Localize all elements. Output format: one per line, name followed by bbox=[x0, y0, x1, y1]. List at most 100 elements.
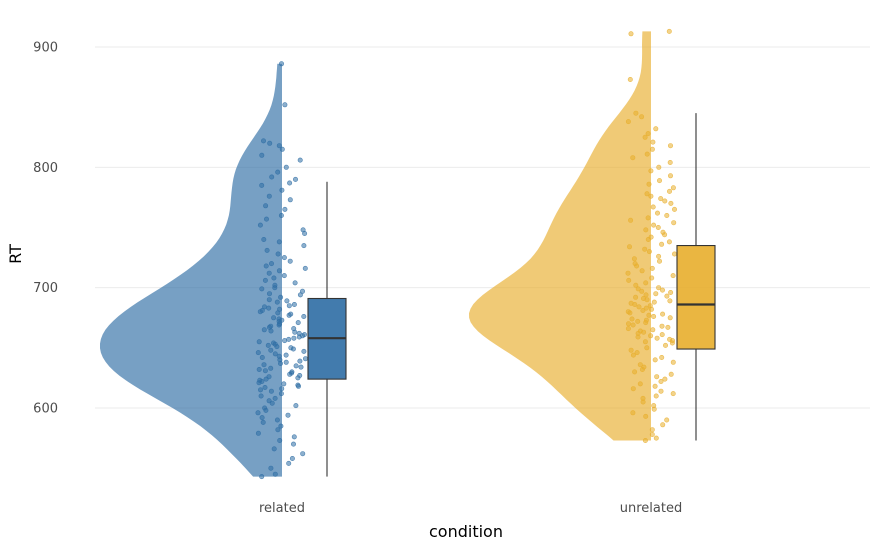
rain-point-unrelated bbox=[646, 249, 652, 255]
rain-point-unrelated bbox=[671, 251, 677, 257]
rain-point-related bbox=[283, 164, 289, 170]
rain-point-related bbox=[291, 301, 297, 307]
rain-point-unrelated bbox=[652, 357, 658, 363]
rain-point-unrelated bbox=[658, 196, 664, 202]
rain-point-unrelated bbox=[630, 322, 636, 328]
rain-point-unrelated bbox=[667, 298, 673, 304]
rain-point-unrelated bbox=[643, 292, 649, 298]
x-axis-ticks: related unrelated bbox=[259, 501, 682, 516]
rain-point-related bbox=[265, 342, 271, 348]
rain-point-unrelated bbox=[653, 393, 659, 399]
rain-point-unrelated bbox=[640, 307, 646, 313]
rain-point-unrelated bbox=[666, 239, 672, 245]
rain-point-unrelated bbox=[625, 270, 631, 276]
rain-point-unrelated bbox=[669, 340, 675, 346]
rain-point-unrelated bbox=[649, 427, 655, 433]
rain-point-related bbox=[255, 350, 261, 356]
rain-point-unrelated bbox=[644, 345, 650, 351]
y-tick-label-800: 800 bbox=[33, 161, 58, 176]
density-cloud-unrelated bbox=[469, 31, 651, 441]
rain-point-related bbox=[287, 371, 293, 377]
rain-point-unrelated bbox=[654, 210, 660, 216]
rain-point-related bbox=[287, 180, 293, 186]
rain-point-unrelated bbox=[656, 164, 662, 170]
rain-point-unrelated bbox=[650, 204, 656, 210]
rain-point-unrelated bbox=[670, 273, 676, 279]
rain-point-related bbox=[257, 387, 263, 393]
rain-point-unrelated bbox=[640, 399, 646, 405]
y-axis-title: RT bbox=[6, 244, 25, 264]
rain-point-unrelated bbox=[639, 288, 645, 294]
rain-point-unrelated bbox=[664, 293, 670, 299]
rain-point-unrelated bbox=[650, 327, 656, 333]
rain-point-related bbox=[256, 339, 262, 345]
rain-point-related bbox=[281, 273, 287, 279]
rain-point-related bbox=[297, 157, 303, 163]
rain-point-related bbox=[274, 299, 280, 305]
rain-point-related bbox=[257, 309, 263, 315]
rain-point-unrelated bbox=[649, 265, 655, 271]
rain-point-related bbox=[261, 362, 267, 368]
rain-point-unrelated bbox=[645, 131, 651, 137]
rain-point-related bbox=[272, 351, 278, 357]
rain-point-related bbox=[263, 203, 269, 209]
rain-point-related bbox=[301, 243, 307, 249]
rain-point-related bbox=[278, 213, 284, 219]
box-unrelated bbox=[676, 245, 716, 350]
rain-point-unrelated bbox=[656, 178, 662, 184]
rain-point-unrelated bbox=[643, 305, 649, 311]
boxplots bbox=[307, 113, 716, 477]
rain-point-related bbox=[295, 375, 301, 381]
rain-point-related bbox=[259, 474, 265, 480]
rain-point-unrelated bbox=[634, 350, 640, 356]
rain-point-unrelated bbox=[635, 318, 641, 324]
rain-point-unrelated bbox=[636, 304, 642, 310]
rain-point-unrelated bbox=[648, 193, 654, 199]
rain-point-related bbox=[276, 322, 282, 328]
rain-point-related bbox=[302, 356, 308, 362]
rain-point-related bbox=[295, 383, 301, 389]
rain-point-unrelated bbox=[653, 291, 659, 297]
rain-point-unrelated bbox=[666, 188, 672, 194]
rain-point-unrelated bbox=[662, 342, 668, 348]
rain-point-unrelated bbox=[653, 126, 659, 132]
rain-point-unrelated bbox=[649, 146, 655, 152]
rain-point-related bbox=[286, 303, 292, 309]
rain-point-related bbox=[281, 381, 287, 387]
rain-point-related bbox=[268, 388, 274, 394]
rain-point-related bbox=[293, 403, 299, 409]
rain-point-unrelated bbox=[670, 391, 676, 397]
rain-point-unrelated bbox=[644, 151, 650, 157]
rain-point-unrelated bbox=[660, 422, 666, 428]
rain-point-unrelated bbox=[643, 413, 649, 419]
rain-point-unrelated bbox=[626, 244, 632, 250]
rain-point-related bbox=[278, 294, 284, 300]
rain-point-unrelated bbox=[651, 299, 657, 305]
rain-point-unrelated bbox=[633, 110, 639, 116]
rain-point-related bbox=[295, 320, 301, 326]
rain-point-related bbox=[275, 310, 281, 316]
rain-point-unrelated bbox=[646, 181, 652, 187]
rain-point-unrelated bbox=[643, 227, 649, 233]
rain-point-related bbox=[266, 291, 272, 297]
rain-point-related bbox=[278, 391, 284, 397]
rain-point-unrelated bbox=[662, 198, 668, 204]
rain-point-unrelated bbox=[653, 435, 659, 441]
y-axis-ticks: 600 700 800 900 bbox=[33, 41, 58, 417]
rain-point-unrelated bbox=[667, 315, 673, 321]
rain-point-related bbox=[301, 313, 307, 319]
rain-point-related bbox=[262, 368, 268, 374]
rain-point-unrelated bbox=[660, 311, 666, 317]
rain-point-related bbox=[284, 298, 290, 304]
rain-point-related bbox=[275, 427, 281, 433]
rain-point-unrelated bbox=[642, 246, 648, 252]
rain-point-related bbox=[262, 277, 268, 283]
rain-point-unrelated bbox=[662, 232, 668, 238]
rain-point-unrelated bbox=[664, 213, 670, 219]
x-axis-title: condition bbox=[429, 522, 503, 541]
rain-point-unrelated bbox=[664, 417, 670, 423]
rain-point-unrelated bbox=[630, 155, 636, 161]
rain-point-related bbox=[289, 455, 295, 461]
rain-point-unrelated bbox=[659, 323, 665, 329]
rain-point-related bbox=[269, 174, 275, 180]
